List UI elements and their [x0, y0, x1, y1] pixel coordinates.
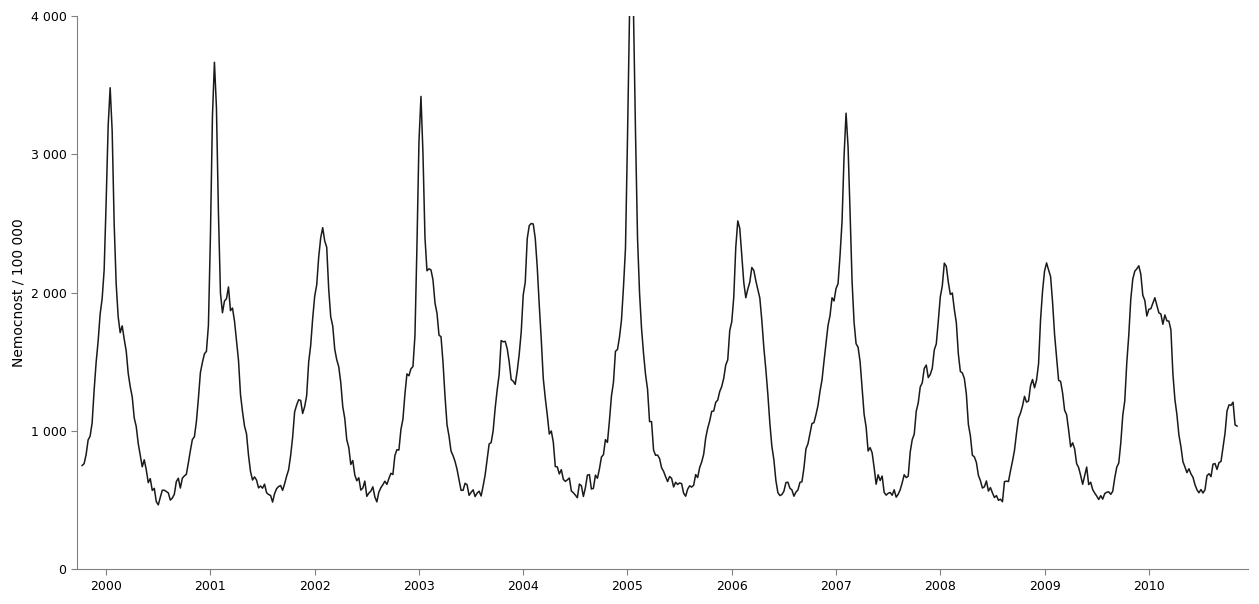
Y-axis label: Nemocnost / 100 000: Nemocnost / 100 000: [11, 219, 25, 367]
